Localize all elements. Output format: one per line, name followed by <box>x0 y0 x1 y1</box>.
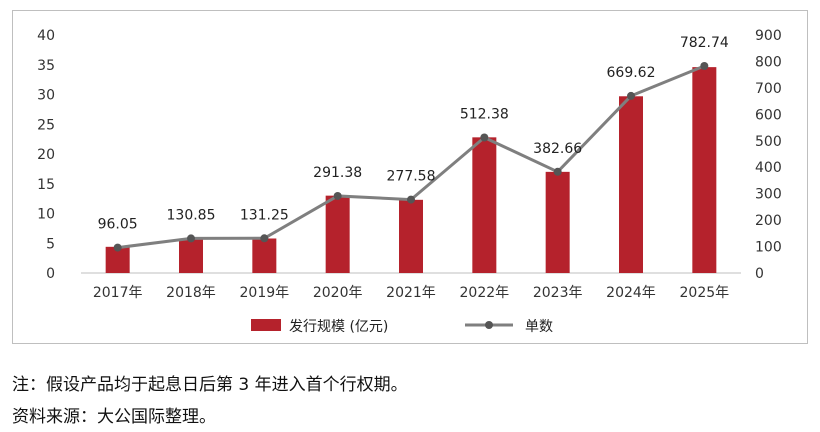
legend-line-label: 单数 <box>525 319 553 335</box>
x-tick-label: 2017年 <box>93 285 143 301</box>
x-tick-label: 2021年 <box>386 285 436 301</box>
legend-line-marker <box>485 321 493 329</box>
y-right-tick-label: 300 <box>755 187 782 203</box>
y-left-tick-label: 10 <box>37 207 55 223</box>
legend-bar-label: 发行规模 (亿元) <box>289 319 388 335</box>
x-tick-label: 2019年 <box>240 285 290 301</box>
data-label: 131.25 <box>240 207 289 223</box>
line-point <box>187 234 195 243</box>
bar <box>179 238 203 273</box>
y-right-tick-label: 600 <box>755 107 782 123</box>
bar <box>399 199 423 273</box>
x-tick-label: 2023年 <box>533 285 583 301</box>
data-label: 96.05 <box>98 217 138 233</box>
y-right-tick-label: 800 <box>755 54 782 70</box>
data-label: 512.38 <box>460 107 509 123</box>
x-tick-label: 2022年 <box>460 285 510 301</box>
y-right-tick-label: 0 <box>755 266 764 282</box>
line-point <box>553 167 562 176</box>
bar <box>545 171 570 273</box>
legend-bar-swatch <box>251 319 281 331</box>
y-right-tick-label: 100 <box>755 240 782 256</box>
x-tick-label: 2020年 <box>313 285 363 301</box>
chart-svg: 0510152025303540010020030040050060070080… <box>37 28 782 335</box>
y-right-tick-label: 700 <box>755 81 782 97</box>
y-left-tick-label: 0 <box>46 266 55 282</box>
bar <box>472 137 497 273</box>
data-label: 277.58 <box>387 169 436 185</box>
chart-frame: 0 5 10 15 20 25 30 35 40 0 100 200 300 400 500 600 700 80… <box>12 10 808 344</box>
y-left-tick-label: 30 <box>37 88 55 104</box>
data-label: 291.38 <box>313 165 362 181</box>
x-tick-label: 2018年 <box>166 285 216 301</box>
bar <box>325 195 350 273</box>
bar <box>619 96 643 273</box>
footnote: 注：假设产品均于起息日后第 3 年进入首个行权期。 <box>12 375 408 395</box>
x-tick-label: 2024年 <box>606 285 656 301</box>
data-label: 669.62 <box>607 65 656 81</box>
y-left-tick-label: 25 <box>37 117 55 133</box>
bar <box>105 246 130 273</box>
y-left-tick-label: 35 <box>37 58 55 74</box>
source-note: 资料来源：大公国际整理。 <box>12 407 216 427</box>
y-right-tick-label: 500 <box>755 134 782 150</box>
data-label: 382.66 <box>533 141 582 157</box>
y-left-tick-label: 5 <box>46 236 55 252</box>
line-point <box>627 91 635 100</box>
y-right-tick-label: 200 <box>755 213 782 229</box>
data-label: 782.74 <box>680 35 729 51</box>
line-point <box>480 133 489 142</box>
bar <box>252 238 277 273</box>
bar <box>692 67 717 273</box>
line-point <box>333 191 342 200</box>
line-point <box>260 234 269 243</box>
y-left-tick-label: 15 <box>37 177 55 193</box>
y-right-tick-label: 400 <box>755 160 782 176</box>
y-left-tick-label: 40 <box>37 28 55 44</box>
line-point <box>700 62 709 71</box>
x-tick-label: 2025年 <box>680 285 730 301</box>
line-point <box>407 195 415 204</box>
line-point <box>113 243 122 252</box>
y-right-tick-label: 900 <box>755 28 782 44</box>
y-left-tick-label: 20 <box>37 147 55 163</box>
data-label: 130.85 <box>167 207 216 223</box>
